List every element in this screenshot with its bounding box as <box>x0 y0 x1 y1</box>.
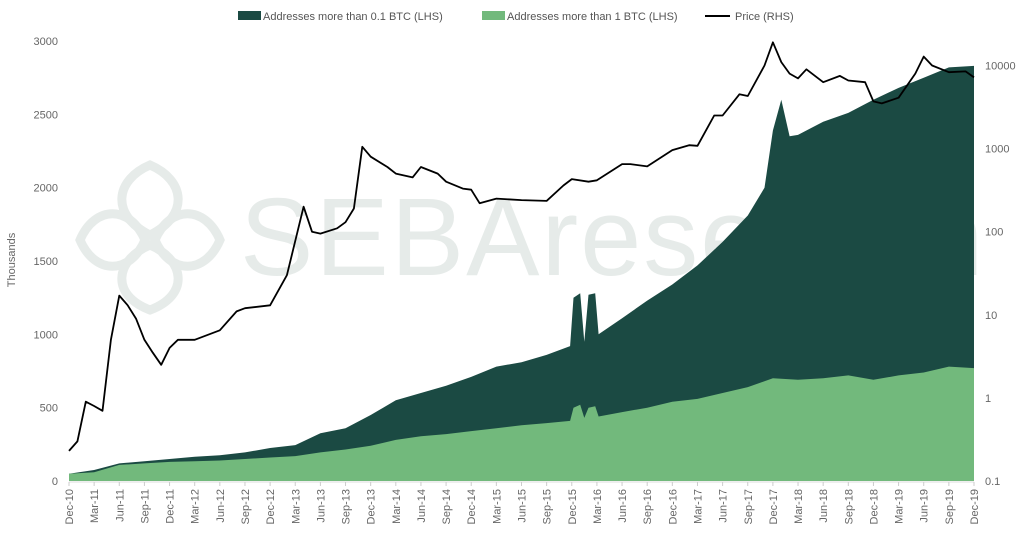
y2-tick-label: 1000 <box>985 144 1009 156</box>
x-tick-label: Dec-19 <box>969 489 981 524</box>
legend-label: Price (RHS) <box>735 11 794 23</box>
x-tick-label: Mar-18 <box>793 489 805 524</box>
y2-tick-label: 1 <box>985 393 991 405</box>
x-tick-label: Jun-17 <box>718 489 730 523</box>
y-tick-label: 0 <box>52 476 58 488</box>
y2-tick-label: 0.1 <box>985 476 1000 488</box>
x-tick-label: Mar-19 <box>894 489 906 524</box>
x-tick-label: Dec-18 <box>868 489 880 524</box>
x-tick-label: Dec-13 <box>366 489 378 524</box>
area-series-1 <box>69 366 974 481</box>
x-tick-label: Mar-15 <box>491 489 503 524</box>
x-tick-label: Sep-18 <box>843 489 855 524</box>
legend-label: Addresses more than 1 BTC (LHS) <box>507 11 678 23</box>
x-tick-label: Dec-14 <box>466 489 478 524</box>
x-tick-label: Mar-11 <box>89 489 101 523</box>
x-tick-label: Jun-18 <box>818 489 830 523</box>
y2-tick-label: 10000 <box>985 61 1016 73</box>
x-tick-label: Mar-14 <box>391 489 403 524</box>
y-tick-label: 1000 <box>34 329 58 341</box>
x-tick-label: Sep-17 <box>743 489 755 524</box>
legend: Addresses more than 0.1 BTC (LHS) Address… <box>238 11 794 23</box>
legend-swatch <box>238 11 261 20</box>
y-tick-label: 1500 <box>34 256 58 268</box>
x-tick-label: Dec-11 <box>165 489 177 524</box>
x-tick-label: Mar-17 <box>692 489 704 524</box>
y-tick-label: 500 <box>40 403 58 415</box>
x-tick-label: Jun-13 <box>315 489 327 523</box>
x-tick-label: Sep-14 <box>441 489 453 524</box>
x-tick-label: Sep-13 <box>341 489 353 524</box>
x-tick-label: Sep-12 <box>240 489 252 524</box>
x-tick-label: Jun-12 <box>215 489 227 523</box>
price-line <box>68 41 975 452</box>
y-axis-label: Thousands <box>6 232 18 287</box>
x-tick-label: Jun-11 <box>114 489 126 522</box>
x-tick-label: Dec-17 <box>768 489 780 524</box>
legend-swatch <box>482 11 505 20</box>
x-tick-label: Mar-12 <box>190 489 202 524</box>
x-tick-label: Dec-10 <box>64 489 76 524</box>
y-tick-label: 2500 <box>34 109 58 121</box>
x-tick-label: Dec-16 <box>667 489 679 524</box>
x-tick-label: Jun-19 <box>919 489 931 523</box>
x-tick-label: Dec-15 <box>567 489 579 524</box>
y-tick-label: 3000 <box>34 36 58 48</box>
x-tick-label: Sep-11 <box>139 489 151 524</box>
x-tick-label: Sep-15 <box>542 489 554 524</box>
x-tick-label: Sep-19 <box>944 489 956 524</box>
legend-label: Addresses more than 0.1 BTC (LHS) <box>263 11 443 23</box>
seba-logo-icon <box>75 160 225 315</box>
x-tick-label: Jun-15 <box>517 489 529 523</box>
x-tick-label: Sep-16 <box>642 489 654 524</box>
y2-tick-label: 10 <box>985 310 997 322</box>
y-tick-label: 2000 <box>34 183 58 195</box>
x-tick-label: Dec-12 <box>265 489 277 524</box>
x-tick-label: Mar-13 <box>290 489 302 524</box>
y2-tick-label: 100 <box>985 227 1003 239</box>
x-tick-label: Jun-14 <box>416 489 428 523</box>
x-tick-label: Mar-16 <box>592 489 604 524</box>
x-tick-label: Jun-16 <box>617 489 629 523</box>
area-series-0 <box>69 65 974 482</box>
